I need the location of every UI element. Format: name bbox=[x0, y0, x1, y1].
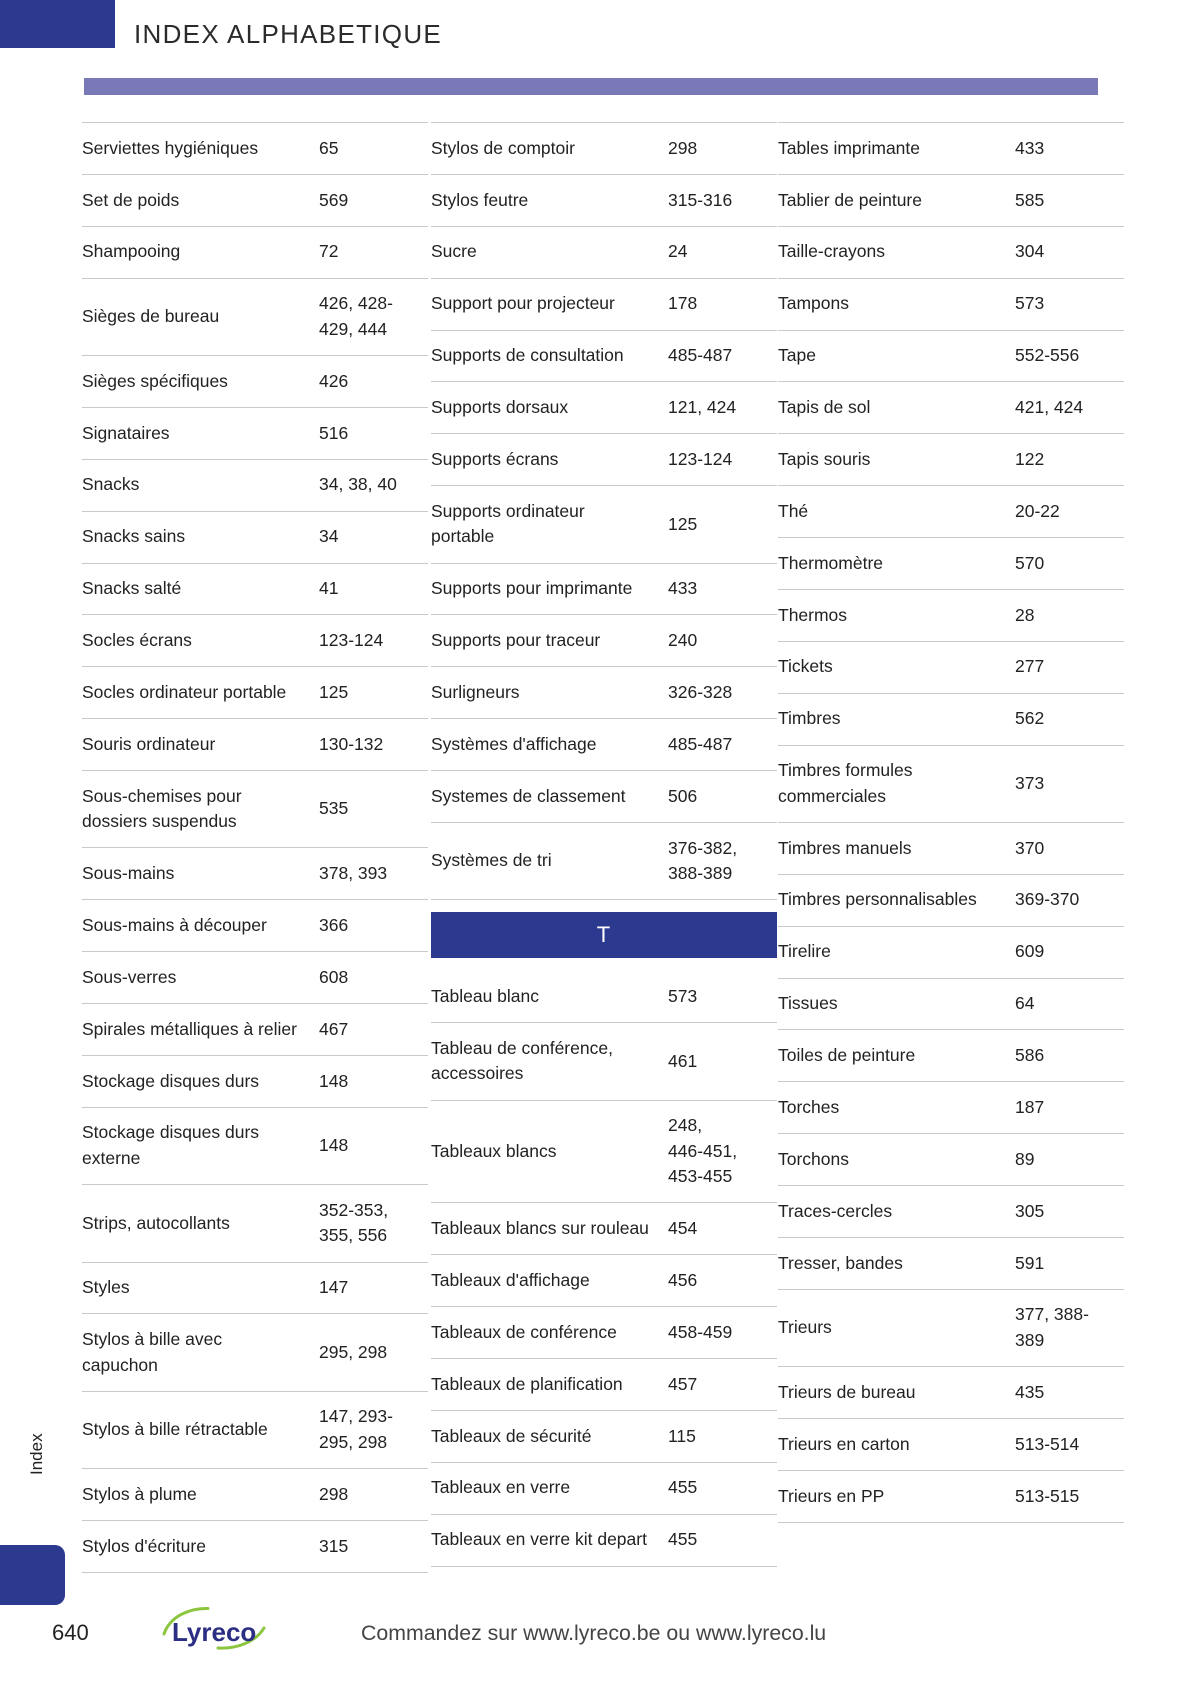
svg-text:Lyreco: Lyreco bbox=[172, 1617, 256, 1647]
